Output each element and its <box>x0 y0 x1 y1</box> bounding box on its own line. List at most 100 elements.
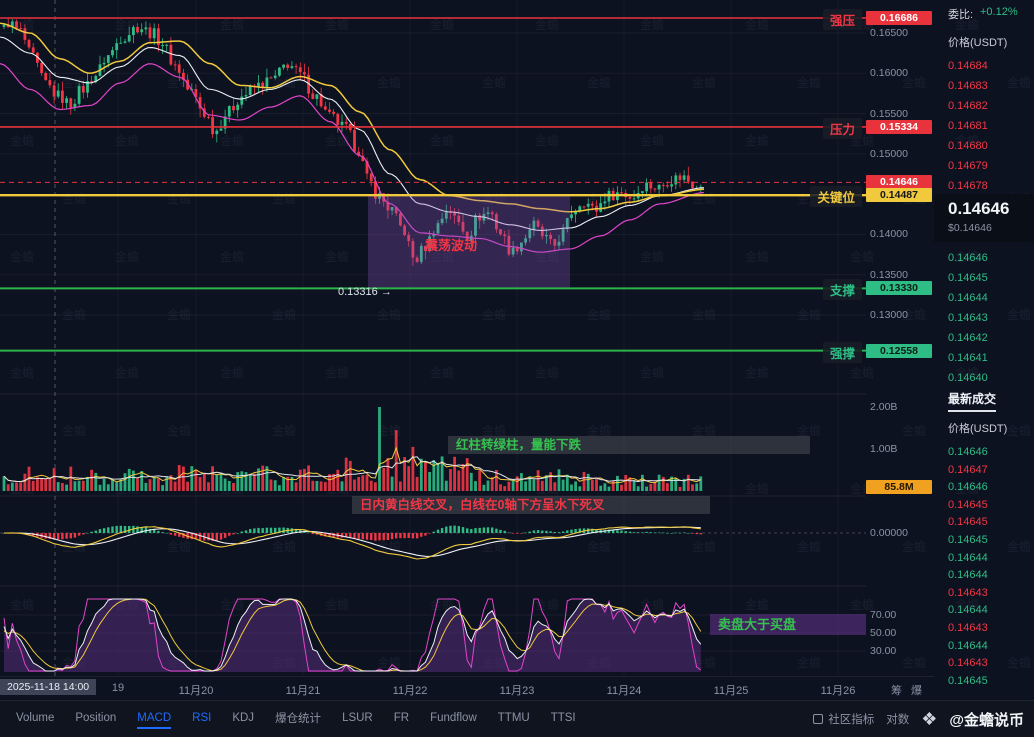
chart-panel[interactable]: 0.16500 0.16000 0.15500 0.15000 0.14000 0.135… <box>0 0 934 700</box>
bid-row[interactable]: 0.14642 <box>948 332 988 344</box>
ask-row[interactable]: 0.14678 <box>948 180 988 192</box>
volume-layer <box>2 407 703 491</box>
indicator-tab-ttmu[interactable]: TTMU <box>497 712 530 724</box>
price-axis-label: 0.13000 <box>870 309 908 321</box>
log-scale-button[interactable]: 对数 <box>886 711 909 727</box>
macd-axis-label: 0.00000 <box>870 527 908 539</box>
recent-trades-title: 最新成交 <box>948 390 997 412</box>
brand-name: @金蟾说币 <box>949 711 1024 729</box>
trade-row[interactable]: 0.14644 <box>948 551 988 564</box>
price-axis-label: 0.13500 <box>870 269 908 281</box>
ask-row[interactable]: 0.14684 <box>948 60 988 72</box>
kdj-axis-label: 70.00 <box>870 609 897 621</box>
indicator-tab-fr[interactable]: FR <box>393 712 410 724</box>
trade-row[interactable]: 0.14646 <box>948 446 988 458</box>
orderbook-price-header: 价格(USDT) <box>948 37 1008 49</box>
ask-row[interactable]: 0.14683 <box>948 80 988 92</box>
indicator-tab-fundflow[interactable]: Fundflow <box>430 712 477 724</box>
price-level-badge: 0.12558 <box>866 344 932 358</box>
indicator-tab-ttsi[interactable]: TTSI <box>550 712 576 724</box>
bottom-toolbar: Volume Position MACD RSI KDJ 爆仓统计 LSUR FR Fundfl… <box>0 700 1034 737</box>
axis-toggle-liquidation[interactable]: 爆 <box>911 685 922 697</box>
price-axis-label: 0.16000 <box>870 67 908 79</box>
price-axis: 0.16500 0.16000 0.15500 0.15000 0.14000 0.135… <box>866 0 934 676</box>
trade-row[interactable]: 0.14646 <box>948 481 988 494</box>
indicator-tabs: Volume Position MACD RSI KDJ 爆仓统计 LSUR FR Fundfl… <box>6 705 586 733</box>
right-arrow-icon: → <box>380 286 392 298</box>
time-tick: 11月21 <box>285 685 321 697</box>
price-level-badge: 0.13330 <box>866 281 932 295</box>
level-tag: 关键位 <box>810 186 862 207</box>
time-tick: 11月23 <box>499 685 535 697</box>
bid-row[interactable]: 0.14646 <box>948 252 988 264</box>
volume-badge: 85.8M <box>866 480 932 494</box>
indicator-tab-lsur[interactable]: LSUR <box>342 712 373 724</box>
trades-price-header: 价格(USDT) <box>948 423 1008 435</box>
indicator-tab-爆仓统计[interactable]: 爆仓统计 <box>275 713 322 725</box>
time-tick: 11月25 <box>713 685 749 697</box>
brand-logo-icon: ❖ <box>921 709 938 729</box>
ask-row[interactable]: 0.14681 <box>948 120 988 132</box>
grid-layer <box>0 0 866 676</box>
price-level-badge: 0.15334 <box>866 120 932 134</box>
ma-lines-layer <box>0 22 705 253</box>
last-price-block[interactable]: 0.14646 $0.14646 <box>934 194 1034 242</box>
marked-low-value: 0.13316 <box>338 286 378 298</box>
kdj-axis-label: 50.00 <box>870 627 897 639</box>
ratio-label: 委比: <box>948 9 974 21</box>
bid-row[interactable]: 0.14645 <box>948 272 988 284</box>
indicator-tab-rsi[interactable]: RSI <box>192 712 212 724</box>
trade-row[interactable]: 0.14645 <box>948 498 988 511</box>
ask-row[interactable]: 0.14679 <box>948 160 988 172</box>
ratio-value: +0.12% <box>980 6 1018 18</box>
community-indicators-button[interactable]: 社区指标 <box>813 711 874 727</box>
macd-layer <box>0 525 866 560</box>
kdj-annotation: 卖盘大于买盘 <box>710 614 866 635</box>
trade-row[interactable]: 0.14644 <box>948 569 988 582</box>
trade-row[interactable]: 0.14644 <box>948 604 988 617</box>
price-level-badge: 0.14487 <box>866 188 932 202</box>
bid-row[interactable]: 0.14643 <box>948 312 988 324</box>
candles-layer <box>2 17 703 266</box>
indicator-tab-kdj[interactable]: KDJ <box>232 712 255 724</box>
indicator-tab-macd[interactable]: MACD <box>127 707 181 731</box>
time-tick: 11月22 <box>392 685 428 697</box>
indicator-tab-volume[interactable]: Volume <box>16 712 55 724</box>
trade-row[interactable]: 0.14643 <box>948 622 988 634</box>
time-tick: 11月24 <box>606 685 642 697</box>
ask-row[interactable]: 0.14682 <box>948 100 988 112</box>
price-level-badge: 0.16686 <box>866 11 932 25</box>
bid-row[interactable]: 0.14640 <box>948 372 988 384</box>
time-tick: 11月26 <box>820 685 856 697</box>
axis-toggle-chips[interactable]: 筹 <box>891 685 902 697</box>
macd-annotation: 日内黄白线交叉，白线在0轴下方呈水下死叉 <box>352 496 710 514</box>
volume-axis-label: 2.00B <box>870 401 898 413</box>
trade-row[interactable]: 0.14645 <box>948 534 988 546</box>
toolbar-right: 社区指标 对数 ❖ @金蟾说币 <box>813 709 1028 730</box>
kdj-axis-label: 30.00 <box>870 645 897 657</box>
trade-row[interactable]: 0.14645 <box>948 516 988 529</box>
time-tick: 11月20 <box>178 685 214 697</box>
level-tag: 强压 <box>822 9 862 30</box>
level-lines-layer <box>0 17 866 352</box>
price-axis-label: 0.14000 <box>870 228 908 240</box>
bid-row[interactable]: 0.14641 <box>948 352 988 364</box>
community-indicator-icon <box>813 714 824 724</box>
time-axis[interactable]: 2025-11-18 14:00 19 11月20 11月21 11月22 11月23 1… <box>0 676 934 699</box>
kdj-layer <box>3 598 702 672</box>
indicator-tab-position[interactable]: Position <box>75 712 117 724</box>
consolidation-box <box>368 194 570 288</box>
trade-row[interactable]: 0.14647 <box>948 463 988 476</box>
trade-row[interactable]: 0.14643 <box>948 586 988 599</box>
chart-canvas[interactable] <box>0 0 934 676</box>
ask-row[interactable]: 0.14680 <box>948 140 988 152</box>
orderbook-panel: 委比: +0.12% 价格(USDT) 0.14684 0.14683 0.1468… <box>934 0 1034 700</box>
bid-row[interactable]: 0.14644 <box>948 292 988 304</box>
last-price-usd: $0.14646 <box>948 222 992 234</box>
trade-row[interactable]: 0.14644 <box>948 639 988 652</box>
trade-row[interactable]: 0.14643 <box>948 657 988 670</box>
time-tick: 19 <box>111 682 125 694</box>
price-level-badge: 0.14646 <box>866 175 932 189</box>
trade-row[interactable]: 0.14645 <box>948 674 988 687</box>
